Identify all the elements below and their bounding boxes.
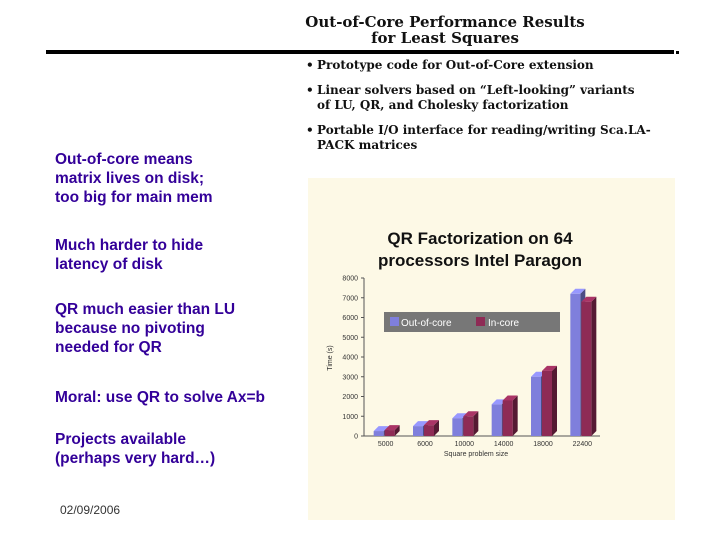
y-tick-label: 4000	[342, 355, 358, 362]
bar-out-of-core-14000	[491, 404, 502, 436]
y-tick-label: 1000	[342, 414, 358, 421]
bar-in-core-5000	[384, 430, 395, 436]
y-tick-label: 5000	[342, 335, 358, 342]
bar-in-core-14000	[502, 400, 513, 436]
slide-title-line-1: Out-of-Core Performance Results	[305, 13, 585, 31]
bar-top	[413, 421, 428, 427]
y-tick-label: 2000	[342, 394, 358, 401]
bullet-list: • Prototype code for Out-of-Core extensi…	[306, 58, 676, 163]
bar-in-core-22400	[581, 301, 592, 436]
bar-top	[384, 425, 400, 431]
title-rule	[46, 50, 674, 54]
bar-top	[373, 426, 389, 432]
bar-out-of-core-5000	[373, 431, 384, 436]
bullet-item: • Linear solvers based on “Left-looking”…	[306, 83, 676, 113]
x-tick-label: 14000	[494, 441, 514, 448]
bullet-item: • Portable I/O interface for reading/wri…	[306, 123, 676, 153]
legend-label-out-of-core: Out-of-core	[401, 318, 452, 329]
x-tick-label: 18000	[533, 441, 553, 448]
bar-side	[434, 420, 439, 436]
bar-out-of-core-22400	[570, 293, 581, 436]
y-axis-label: Time (s)	[327, 345, 334, 370]
legend-swatch-in-core	[476, 317, 485, 326]
legend-swatch-out-of-core	[390, 317, 399, 326]
bar-out-of-core-10000	[452, 418, 463, 436]
y-tick-label: 0	[354, 434, 358, 441]
bar-top	[463, 411, 479, 417]
bar-side	[473, 411, 479, 436]
y-tick-group: 0 1000 2000 3000 4000 5000 6000 7000 8000	[342, 276, 364, 441]
bar-in-core-18000	[542, 370, 552, 436]
bar-in-core-6000	[424, 425, 434, 436]
bar-side	[394, 425, 400, 436]
bar-in-core-10000	[463, 416, 474, 436]
bar-group	[373, 288, 597, 436]
legend-box	[384, 312, 560, 332]
bullet-text: Linear solvers based on “Left-looking” v…	[317, 83, 635, 112]
y-tick-label: 8000	[342, 276, 358, 283]
slide-title-line-2: for Least Squares	[371, 29, 519, 47]
bullet-dot-icon: •	[306, 123, 314, 137]
qr-chart: QR Factorization on 64 processors Intel …	[327, 229, 600, 458]
note-disk-latency: Much harder to hide latency of disk	[55, 237, 204, 273]
bullet-text: Prototype code for Out-of-Core extension	[317, 58, 594, 72]
slide-title: Out-of-Core Performance Results for Leas…	[300, 14, 590, 46]
bullet-dot-icon: •	[306, 58, 314, 72]
slide-date: 02/09/2006	[60, 503, 121, 517]
bar-side	[591, 296, 597, 436]
rule-end-dot	[676, 51, 679, 54]
chart-title-line-2: processors Intel Paragon	[378, 251, 582, 270]
y-tick-label: 6000	[342, 315, 358, 322]
x-tick-label: 10000	[455, 441, 475, 448]
note-moral: Moral: use QR to solve Ax=b	[55, 389, 266, 406]
bullet-dot-icon: •	[306, 83, 314, 97]
x-axis-label: Square problem size	[444, 451, 508, 458]
note-out-of-core: Out-of-core means matrix lives on disk; …	[55, 151, 213, 206]
x-tick-label: 5000	[378, 441, 394, 448]
chart-legend: Out-of-core In-core	[384, 312, 560, 332]
x-tick-label: 6000	[417, 441, 433, 448]
bar-top	[424, 420, 439, 426]
y-tick-label: 3000	[342, 374, 358, 381]
y-tick-label: 7000	[342, 295, 358, 302]
x-tick-group: 5000 6000 10000 14000 18000 22400	[378, 441, 592, 448]
bar-top	[502, 395, 518, 401]
bar-side	[512, 395, 518, 436]
bar-out-of-core-18000	[531, 376, 541, 436]
chart-panel: QR Factorization on 64 processors Intel …	[308, 178, 675, 520]
bar-top	[542, 365, 557, 371]
bullet-item: • Prototype code for Out-of-Core extensi…	[306, 58, 676, 73]
bar-side	[552, 365, 557, 436]
note-qr-easier: QR much easier than LU because no pivoti…	[55, 301, 236, 356]
note-projects: Projects available (perhaps very hard…)	[55, 431, 216, 467]
bullet-text: Portable I/O interface for reading/writi…	[317, 123, 651, 152]
bar-out-of-core-6000	[413, 426, 423, 436]
legend-label-in-core: In-core	[488, 318, 520, 329]
bar-top	[570, 288, 586, 294]
chart-title-line-1: QR Factorization on 64	[387, 229, 573, 248]
x-tick-label: 22400	[573, 441, 593, 448]
bar-top	[581, 296, 597, 302]
